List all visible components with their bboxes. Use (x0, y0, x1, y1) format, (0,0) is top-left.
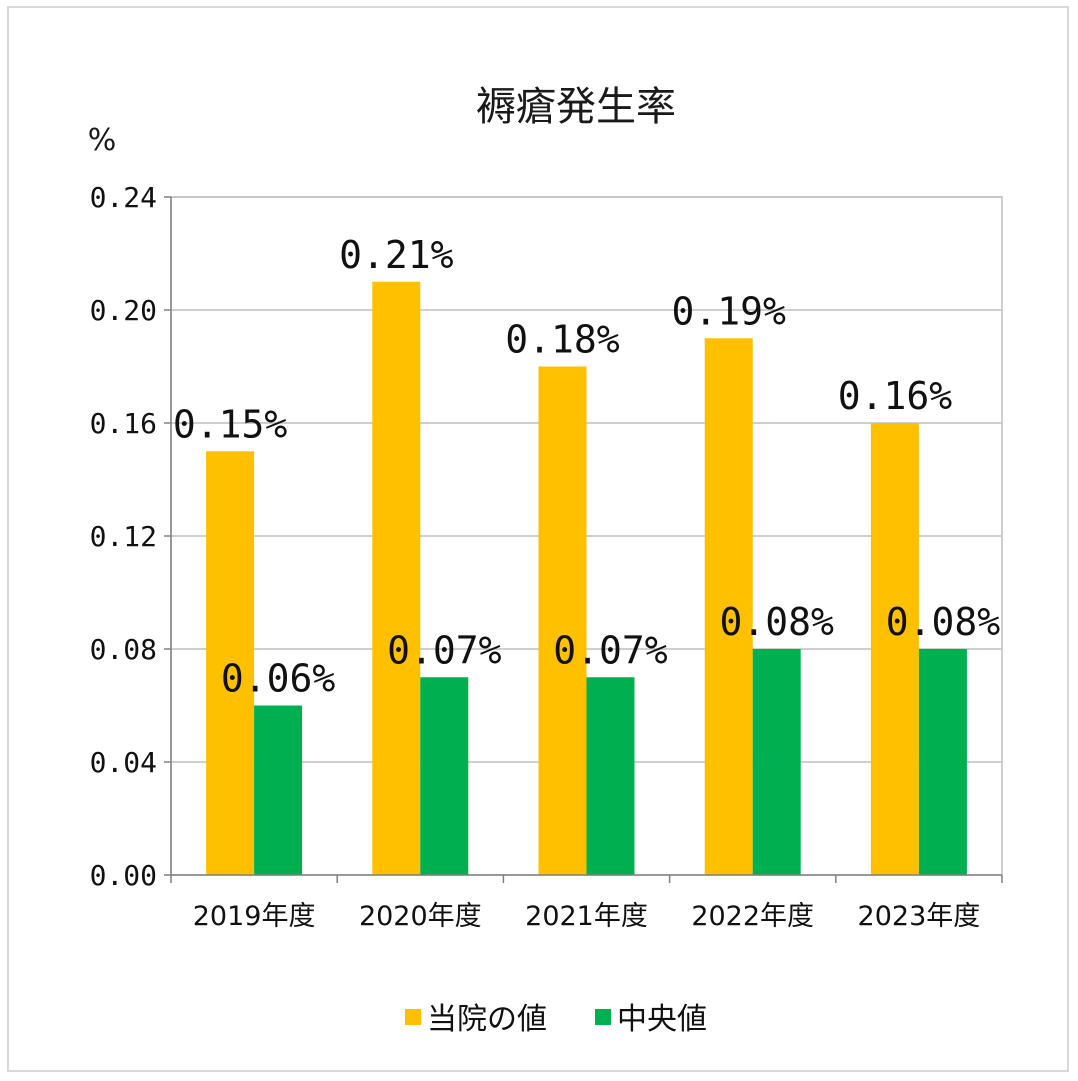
data-labels: 0.15% 0.06% 0.21% 0.07% 0.18% 0.07% 0.19% 0.08%… (173, 233, 1000, 701)
y-tick-label: 0.12 (90, 520, 157, 553)
data-label-hospital: 0.15% (173, 402, 288, 446)
legend-swatch-hospital (405, 1009, 421, 1025)
x-category-label: 2021年度 (525, 901, 648, 932)
y-tick-label: 0.08 (90, 633, 157, 666)
data-label-hospital: 0.19% (672, 289, 787, 333)
legend-swatch-median (595, 1009, 611, 1025)
x-category-label: 2023年度 (858, 901, 981, 932)
data-label-hospital: 0.21% (339, 233, 454, 277)
bar-median-value (918, 649, 967, 875)
data-label-median: 0.08% (886, 600, 1001, 644)
x-category-label: 2019年度 (193, 901, 316, 932)
bars (206, 281, 967, 875)
y-tick-label: 0.00 (90, 859, 157, 892)
bar-hospital-value (206, 451, 255, 875)
bar-hospital-value (870, 423, 919, 875)
data-label-hospital: 0.16% (838, 374, 953, 418)
bar-median-value (254, 705, 303, 875)
legend-label-hospital: 当院の値 (427, 1002, 547, 1037)
axes: 0.00 0.04 0.08 0.12 0.16 0.20 0.24 2019年度 2020年度… (90, 181, 1003, 932)
chart-title: 褥瘡発生率 (476, 84, 676, 130)
bar-hospital-value (372, 281, 421, 875)
data-label-hospital: 0.18% (505, 318, 620, 362)
y-tick-label: 0.04 (90, 746, 157, 779)
bar-median-value (586, 677, 635, 875)
data-label-median: 0.07% (387, 628, 502, 672)
legend: 当院の値 中央値 (405, 1002, 707, 1037)
bar-median-value (752, 649, 801, 875)
data-label-median: 0.06% (221, 657, 336, 701)
y-tick-label: 0.20 (90, 294, 157, 327)
x-category-label: 2022年度 (691, 901, 814, 932)
x-category-label: 2020年度 (359, 901, 482, 932)
legend-label-median: 中央値 (617, 1002, 707, 1037)
y-axis-unit-label: % (88, 123, 117, 158)
bar-hospital-value (704, 338, 753, 875)
bar-median-value (420, 677, 469, 875)
y-tick-label: 0.24 (90, 181, 157, 214)
y-tick-label: 0.16 (90, 407, 157, 440)
bar-hospital-value (538, 366, 587, 875)
data-label-median: 0.07% (553, 628, 668, 672)
data-label-median: 0.08% (720, 600, 835, 644)
